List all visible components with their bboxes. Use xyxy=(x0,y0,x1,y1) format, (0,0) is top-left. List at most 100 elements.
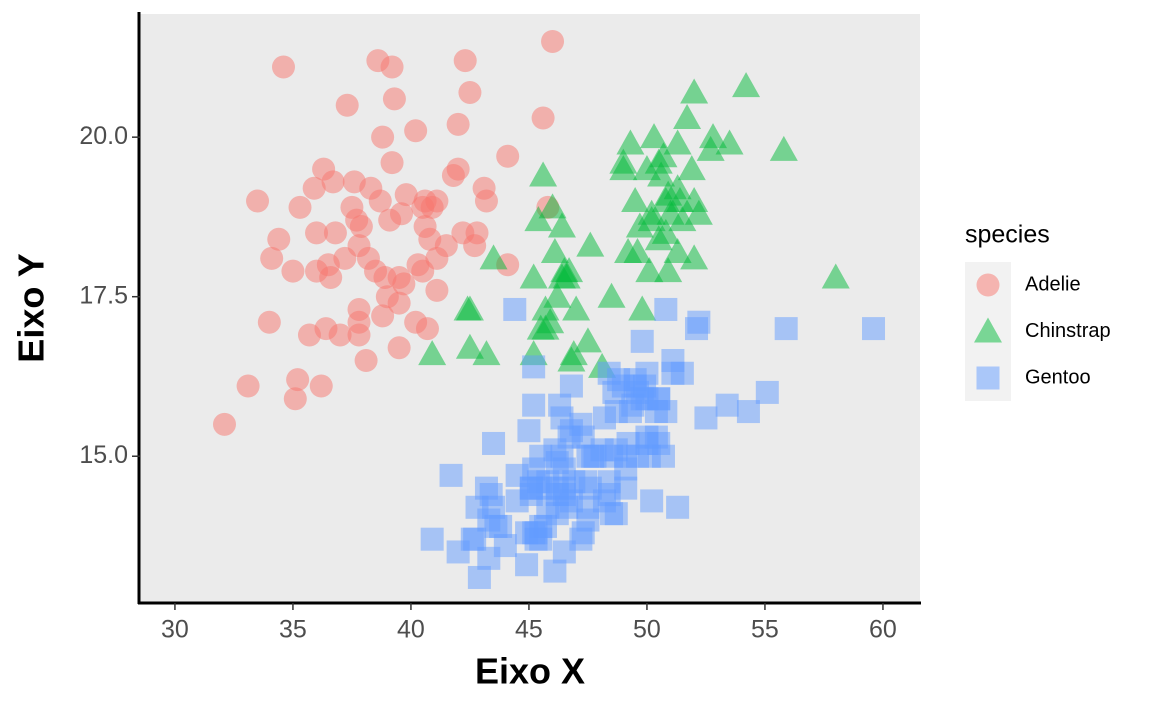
point xyxy=(651,218,680,244)
point xyxy=(347,323,371,347)
point xyxy=(597,282,626,308)
point xyxy=(531,314,560,340)
point xyxy=(328,323,352,347)
point xyxy=(472,176,496,200)
point xyxy=(538,193,567,219)
point xyxy=(569,527,593,551)
point xyxy=(446,157,470,181)
point xyxy=(380,151,404,175)
point xyxy=(312,157,336,181)
point xyxy=(394,183,418,207)
point xyxy=(540,238,569,264)
point xyxy=(335,93,359,117)
point xyxy=(455,333,484,359)
x-tick-label: 45 xyxy=(515,616,543,644)
point xyxy=(635,257,664,283)
point xyxy=(597,483,621,507)
x-axis-title: Eixo X xyxy=(475,651,585,692)
point xyxy=(559,374,583,398)
point xyxy=(668,206,697,232)
y-tick-label: 20.0 xyxy=(79,122,128,150)
point xyxy=(628,295,657,321)
point xyxy=(531,295,560,321)
point xyxy=(557,346,586,372)
point xyxy=(463,234,487,258)
point xyxy=(418,340,447,366)
point xyxy=(496,144,520,168)
point xyxy=(621,186,650,212)
point xyxy=(640,489,664,513)
legend-label: Gentoo xyxy=(1025,366,1091,388)
point xyxy=(297,323,321,347)
x-tick-label: 55 xyxy=(751,616,779,644)
point xyxy=(651,186,680,212)
point xyxy=(559,489,583,513)
point xyxy=(696,135,725,161)
point xyxy=(654,297,678,321)
point xyxy=(529,161,558,187)
point xyxy=(467,565,491,589)
x-tick-label: 30 xyxy=(161,616,189,644)
point xyxy=(472,340,501,366)
point xyxy=(212,412,236,436)
point xyxy=(769,135,798,161)
point xyxy=(680,244,709,270)
point xyxy=(392,272,416,296)
point xyxy=(479,483,503,507)
points xyxy=(212,29,886,589)
point xyxy=(323,221,347,245)
point xyxy=(573,327,602,353)
point xyxy=(359,176,383,200)
plot-panel xyxy=(140,14,920,603)
legend-label: Chinstrap xyxy=(1025,320,1111,342)
point xyxy=(680,78,709,104)
point xyxy=(541,29,565,53)
point xyxy=(607,368,631,392)
x-tick-label: 40 xyxy=(397,616,425,644)
point xyxy=(524,206,553,232)
point xyxy=(677,155,706,181)
point xyxy=(347,297,371,321)
legend-key xyxy=(976,273,1000,297)
y-axis-title: Eixo Y xyxy=(11,253,52,362)
point xyxy=(640,123,669,149)
point xyxy=(862,317,886,341)
point xyxy=(522,393,546,417)
point xyxy=(592,406,616,430)
point xyxy=(616,129,645,155)
point xyxy=(458,80,482,104)
point xyxy=(637,206,666,232)
point xyxy=(257,310,281,334)
y-tick-label: 15.0 xyxy=(79,441,128,469)
point xyxy=(736,400,760,424)
point xyxy=(755,380,779,404)
point xyxy=(529,476,553,500)
point xyxy=(382,87,406,111)
point xyxy=(271,55,295,79)
point xyxy=(503,297,527,321)
point xyxy=(267,227,291,251)
point xyxy=(694,406,718,430)
point xyxy=(519,263,548,289)
point xyxy=(670,361,694,385)
point xyxy=(547,263,576,289)
point xyxy=(286,368,310,392)
point xyxy=(371,125,395,149)
point xyxy=(349,214,373,238)
point xyxy=(623,238,652,264)
point xyxy=(375,285,399,309)
point xyxy=(614,444,638,468)
point xyxy=(246,189,270,213)
point xyxy=(371,304,395,328)
point xyxy=(309,374,333,398)
point xyxy=(632,155,661,181)
point xyxy=(562,295,591,321)
point xyxy=(380,55,404,79)
point xyxy=(647,431,671,455)
point xyxy=(774,317,798,341)
point xyxy=(479,244,508,270)
point xyxy=(543,282,572,308)
point xyxy=(425,278,449,302)
point xyxy=(415,317,439,341)
point xyxy=(543,559,567,583)
